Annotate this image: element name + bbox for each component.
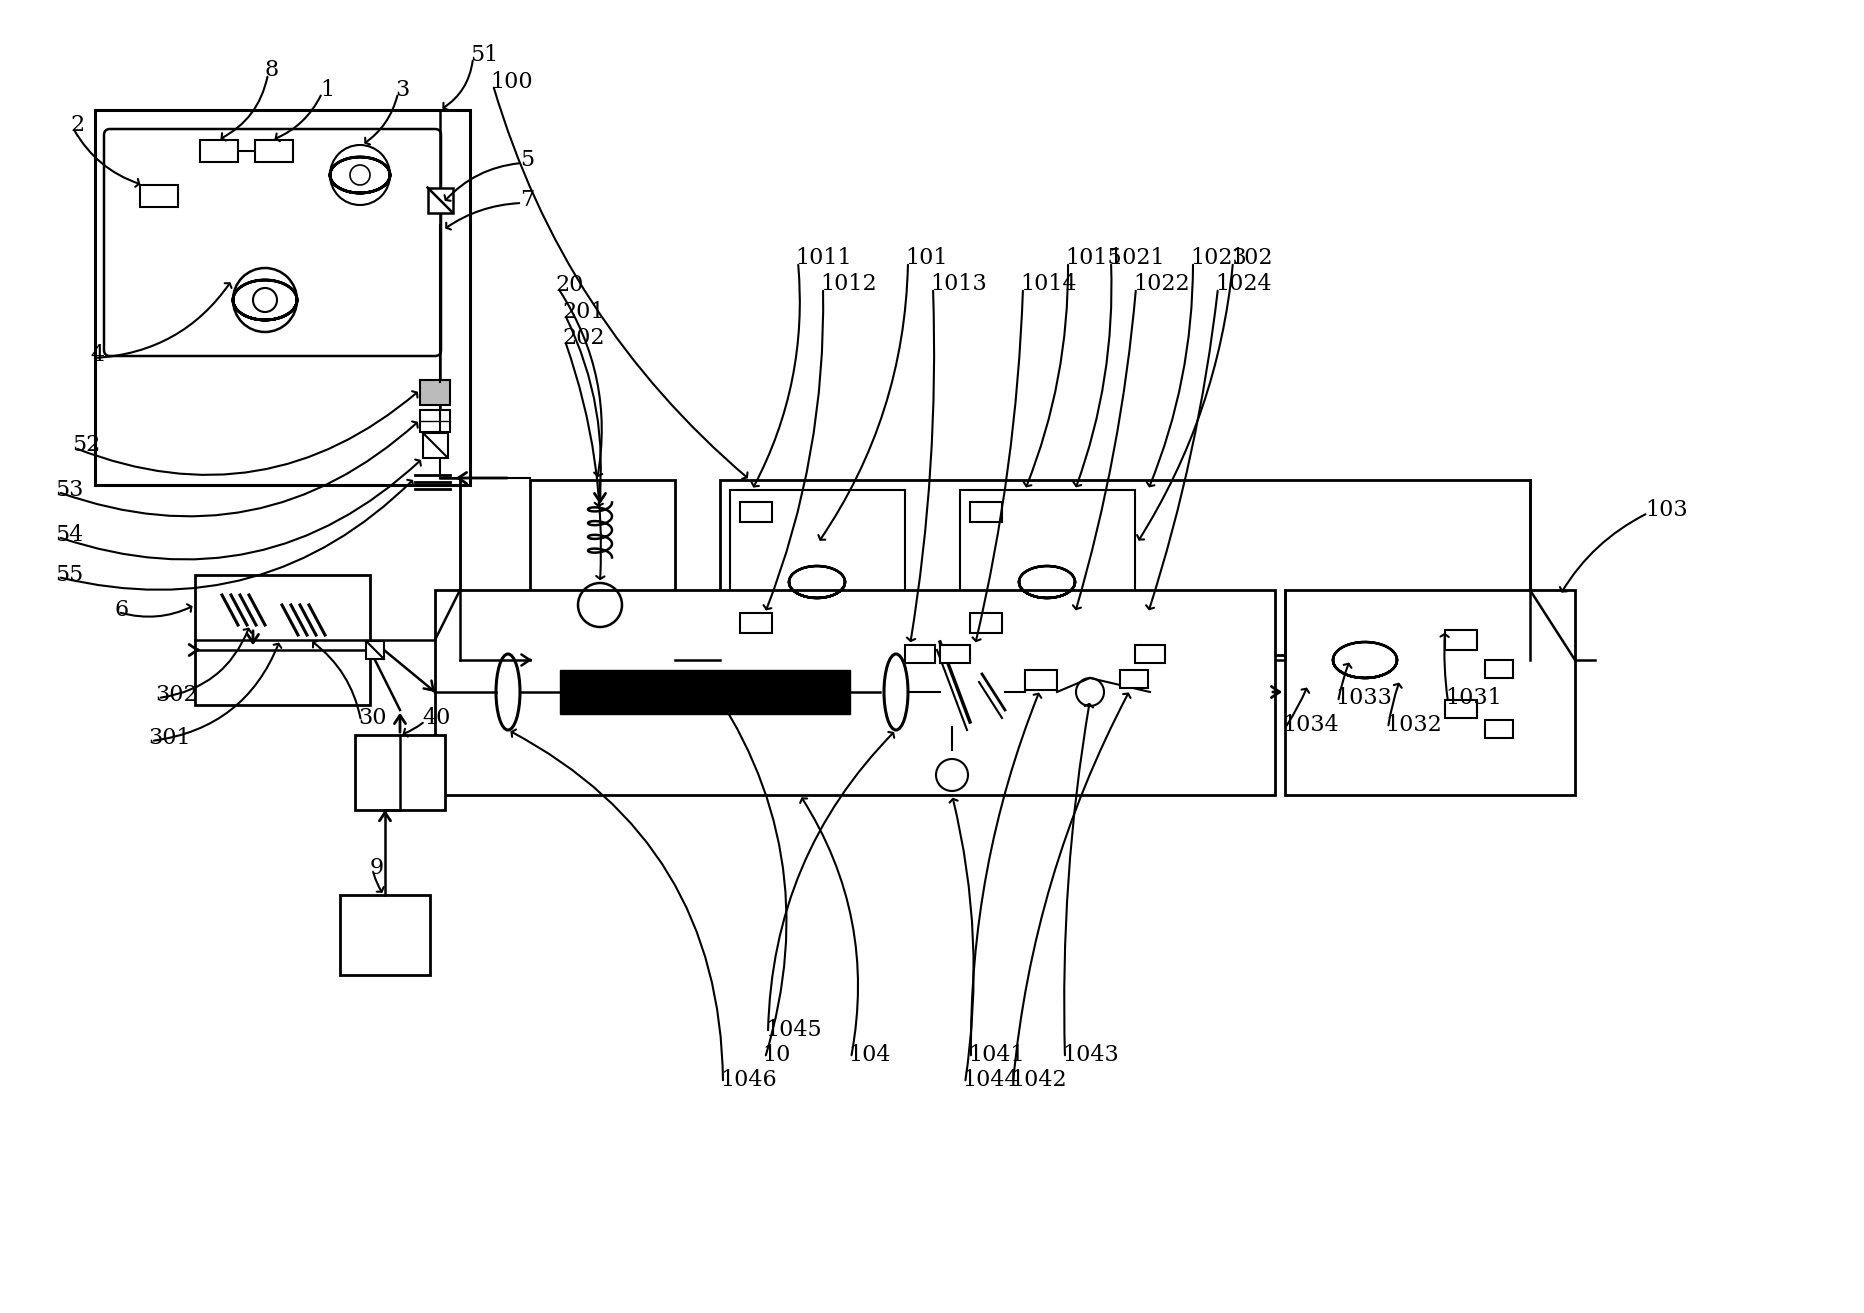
Text: 301: 301 [147,727,190,748]
Text: 1023: 1023 [1189,247,1245,269]
Bar [729,490,904,645]
Bar [419,379,449,404]
Text: 1: 1 [321,79,334,101]
Text: 6: 6 [116,599,129,621]
Bar [720,481,1528,655]
Bar [1120,670,1148,688]
Text: 5: 5 [520,148,533,171]
Bar [559,670,850,714]
Text: 9: 9 [369,857,384,878]
Text: 20: 20 [555,274,583,295]
Text: 1024: 1024 [1213,273,1271,295]
Bar [939,645,969,663]
Bar [427,188,453,213]
Text: 100: 100 [490,71,533,93]
Text: 3: 3 [395,79,408,101]
Text: 1032: 1032 [1385,714,1441,737]
Text: 1043: 1043 [1061,1044,1118,1066]
Bar [255,140,293,161]
Bar [1284,590,1575,794]
Bar [960,490,1135,645]
Bar [354,735,445,810]
Bar [740,502,772,523]
Text: 201: 201 [561,301,604,323]
Text: 1042: 1042 [1010,1069,1066,1091]
Text: 1022: 1022 [1133,273,1189,295]
Text: 4: 4 [89,344,104,366]
FancyBboxPatch shape [104,129,440,356]
Text: 55: 55 [54,565,84,586]
Text: 40: 40 [421,706,449,729]
Bar [969,613,1001,633]
Bar [423,432,447,457]
Text: 53: 53 [54,479,84,502]
Bar [904,645,934,663]
Text: 202: 202 [561,327,604,349]
Text: 102: 102 [1230,247,1271,269]
Bar [1484,720,1512,738]
Bar [529,481,675,655]
Bar [1445,700,1476,718]
Text: 1014: 1014 [1020,273,1076,295]
Text: 1033: 1033 [1335,687,1391,709]
Text: 1015: 1015 [1064,247,1120,269]
Text: 1021: 1021 [1107,247,1163,269]
Text: 1034: 1034 [1281,714,1338,737]
Text: 104: 104 [848,1044,889,1066]
Text: 302: 302 [155,684,198,706]
Text: 101: 101 [904,247,947,269]
Bar [419,410,449,432]
Text: 103: 103 [1644,499,1687,521]
Bar [1135,645,1165,663]
Text: 51: 51 [470,45,498,66]
Text: 1046: 1046 [720,1069,775,1091]
Text: 10: 10 [762,1044,790,1066]
Bar [365,641,384,659]
Text: 1045: 1045 [764,1019,822,1041]
Bar [339,895,431,976]
Text: 1013: 1013 [930,273,986,295]
Bar [1445,630,1476,650]
Text: 1044: 1044 [962,1069,1018,1091]
Bar [740,613,772,633]
Bar [434,590,1275,794]
Text: 30: 30 [358,706,386,729]
Bar [969,502,1001,523]
Bar [199,140,239,161]
Bar [1484,660,1512,678]
Text: 1011: 1011 [794,247,852,269]
Bar [95,110,470,484]
Bar [196,575,369,705]
Text: 2: 2 [71,114,84,137]
Text: 1012: 1012 [820,273,876,295]
Bar [140,185,177,207]
Text: 1041: 1041 [967,1044,1023,1066]
Bar [1025,670,1057,691]
Text: 1031: 1031 [1445,687,1501,709]
Text: 8: 8 [265,59,280,81]
Text: 7: 7 [520,189,533,211]
Text: 54: 54 [54,524,84,546]
Text: 52: 52 [73,435,101,456]
